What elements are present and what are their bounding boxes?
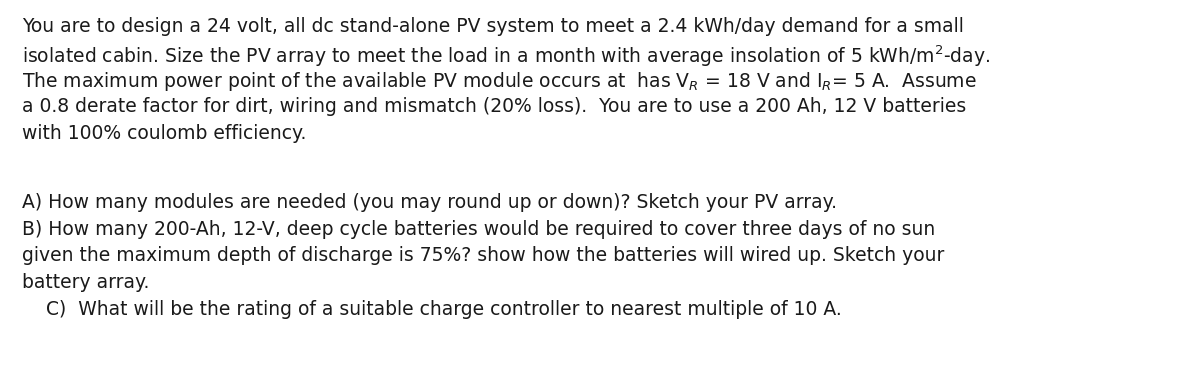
Text: with 100% coulomb efficiency.: with 100% coulomb efficiency. — [22, 124, 306, 143]
Text: a 0.8 derate factor for dirt, wiring and mismatch (20% loss).  You are to use a : a 0.8 derate factor for dirt, wiring and… — [22, 97, 966, 116]
Text: battery array.: battery array. — [22, 273, 149, 292]
Text: C)  What will be the rating of a suitable charge controller to nearest multiple : C) What will be the rating of a suitable… — [22, 300, 841, 319]
Text: The maximum power point of the available PV module occurs at  has V$_R$ = 18 V a: The maximum power point of the available… — [22, 70, 977, 93]
Text: You are to design a 24 volt, all dc stand-alone PV system to meet a 2.4 kWh/day : You are to design a 24 volt, all dc stan… — [22, 17, 964, 35]
Text: isolated cabin. Size the PV array to meet the load in a month with average insol: isolated cabin. Size the PV array to mee… — [22, 44, 990, 69]
Text: given the maximum depth of discharge is 75%? show how the batteries will wired u: given the maximum depth of discharge is … — [22, 246, 944, 265]
Text: A) How many modules are needed (you may round up or down)? Sketch your PV array.: A) How many modules are needed (you may … — [22, 193, 836, 211]
Text: B) How many 200-Ah, 12-V, deep cycle batteries would be required to cover three : B) How many 200-Ah, 12-V, deep cycle bat… — [22, 220, 935, 238]
